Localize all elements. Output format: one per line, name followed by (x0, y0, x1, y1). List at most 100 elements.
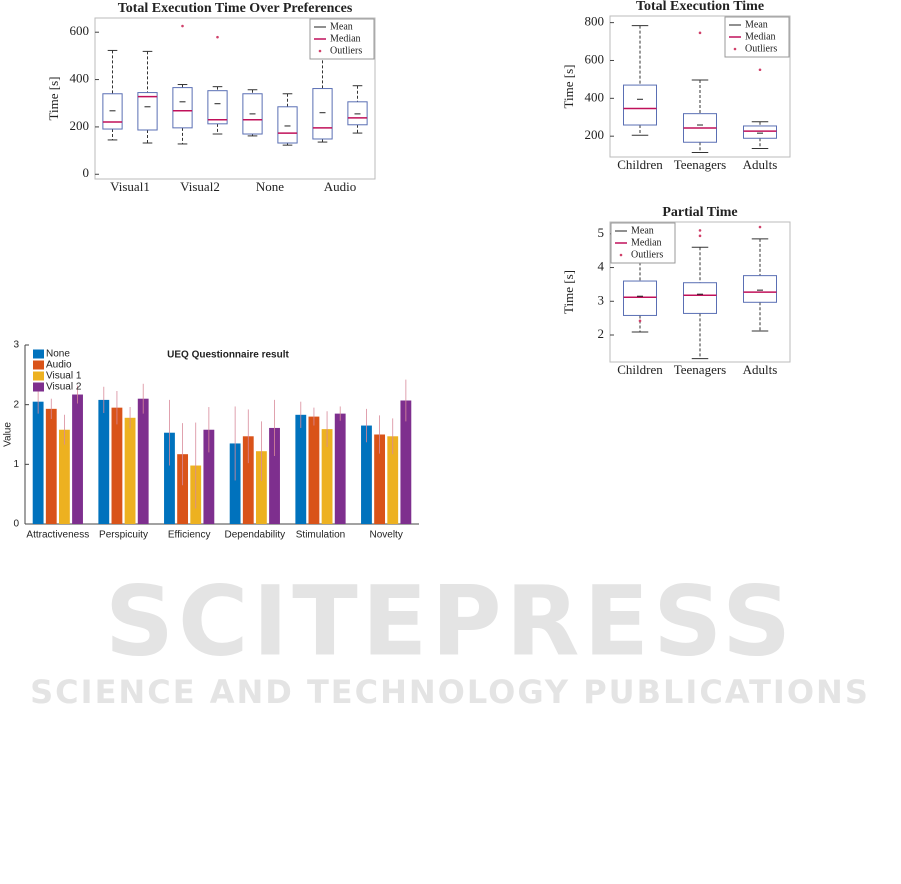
bar (203, 429, 215, 524)
chart-title: Partial Time (662, 205, 737, 220)
box (743, 125, 777, 139)
bar (269, 427, 280, 524)
y-tick-label: 2 (13, 399, 19, 410)
y-tick-label: 1 (13, 459, 19, 470)
bar (45, 408, 57, 524)
x-tick-label: Teenagers (674, 362, 727, 377)
x-tick-label: Children (617, 362, 663, 377)
legend-label: Outliers (631, 249, 663, 260)
outlier (758, 68, 762, 72)
outlier (638, 319, 642, 323)
bar (72, 394, 83, 524)
bar (98, 399, 110, 524)
outlier (698, 31, 702, 35)
bar (321, 429, 333, 524)
y-axis-label: Value (3, 422, 14, 447)
bar (229, 443, 241, 524)
y-axis-label: Time [s] (561, 270, 576, 314)
x-tick-label: None (256, 179, 284, 194)
bar (164, 432, 175, 524)
outlier (698, 229, 702, 232)
x-tick-label: Adults (743, 362, 778, 377)
y-tick-label: 3 (598, 292, 605, 307)
x-tick-label: Attractiveness (26, 530, 89, 541)
y-tick-label: 400 (585, 89, 605, 104)
box (347, 101, 368, 126)
y-tick-label: 200 (585, 127, 605, 142)
y-tick-label: 200 (70, 118, 90, 133)
bar (374, 434, 386, 524)
legend-label: Visual 1 (46, 371, 82, 382)
watermark-sub: SCIENCE AND TECHNOLOGY PUBLICATIONS (30, 673, 870, 711)
y-tick-label: 4 (598, 259, 605, 274)
y-tick-label: 600 (70, 23, 90, 38)
chart-title: Total Execution Time Over Preferences (118, 1, 353, 16)
legend-swatch (318, 49, 322, 53)
y-tick-label: 5 (598, 225, 605, 240)
legend-swatch (33, 349, 44, 359)
legend-label: Outliers (745, 43, 777, 54)
y-axis-label: Time [s] (46, 77, 61, 121)
legend-swatch (33, 371, 44, 381)
outlier (216, 35, 219, 39)
bar (242, 436, 254, 524)
x-tick-label: Visual1 (110, 179, 150, 194)
legend-label: Median (745, 31, 776, 42)
box (683, 282, 717, 314)
legend-label: Mean (745, 19, 768, 30)
chart-title: Total Execution Time (636, 0, 764, 14)
x-tick-label: Dependability (225, 530, 286, 541)
box (137, 92, 158, 131)
bar (255, 451, 267, 524)
bar (334, 413, 346, 524)
x-tick-label: Audio (324, 179, 357, 194)
bar (308, 416, 320, 524)
bar (137, 398, 149, 524)
x-tick-label: Children (617, 157, 663, 172)
outlier (181, 24, 184, 28)
bar (400, 400, 412, 524)
bar (361, 425, 372, 524)
x-tick-label: Efficiency (168, 530, 211, 541)
x-tick-label: Perspicuity (99, 530, 148, 541)
box (623, 84, 657, 126)
y-tick-label: 0 (13, 519, 19, 530)
y-tick-label: 3 (13, 340, 19, 351)
y-axis-label: Time [s] (561, 65, 576, 109)
bar (387, 436, 399, 524)
y-tick-label: 800 (585, 14, 605, 29)
bar (124, 417, 136, 524)
bar (58, 429, 70, 524)
y-tick-label: 600 (585, 51, 605, 66)
legend-label: Median (330, 33, 361, 44)
legend-label: Outliers (330, 45, 362, 56)
bar (295, 414, 307, 524)
bar (32, 401, 44, 524)
legend-swatch (733, 47, 737, 51)
watermark: SCITEPRESS (105, 565, 795, 677)
box (102, 93, 123, 130)
box (743, 275, 777, 303)
box (277, 106, 298, 144)
chart-title: UEQ Questionnaire result (167, 350, 289, 361)
x-tick-label: Adults (743, 157, 778, 172)
legend-label: Audio (46, 360, 72, 371)
outlier (698, 234, 702, 238)
x-tick-label: Stimulation (296, 530, 345, 541)
y-tick-label: 0 (83, 165, 90, 180)
legend-label: Mean (330, 21, 353, 32)
x-tick-label: Teenagers (674, 157, 727, 172)
legend-label: Median (631, 237, 662, 248)
y-tick-label: 2 (598, 326, 605, 341)
box (242, 93, 263, 135)
x-tick-label: Visual2 (180, 179, 220, 194)
bar (177, 454, 189, 524)
legend-swatch (33, 382, 44, 392)
legend-label: None (46, 349, 70, 360)
outlier (758, 225, 762, 229)
box (172, 87, 193, 129)
legend-label: Visual 2 (46, 382, 82, 393)
legend-label: Mean (631, 225, 654, 236)
y-tick-label: 400 (70, 71, 90, 86)
